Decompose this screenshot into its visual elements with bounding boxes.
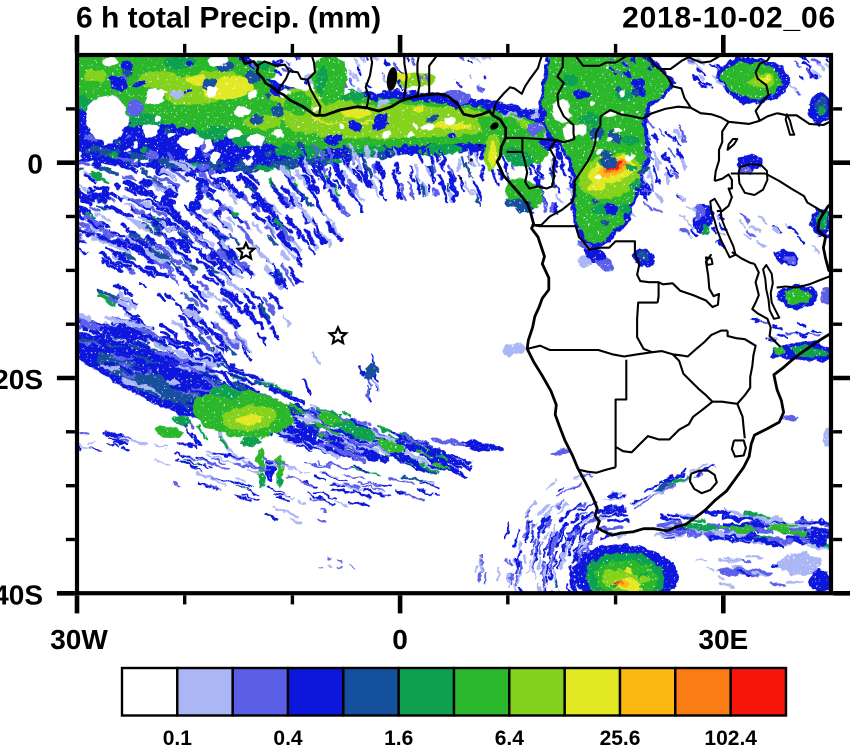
- svg-text:30W: 30W: [50, 624, 108, 655]
- svg-text:102.4: 102.4: [704, 727, 757, 750]
- svg-text:20S: 20S: [0, 364, 43, 395]
- svg-text:0: 0: [392, 624, 408, 655]
- svg-text:30E: 30E: [698, 624, 748, 655]
- svg-text:40S: 40S: [0, 579, 43, 610]
- svg-text:6 h total Precip. (mm): 6 h total Precip. (mm): [76, 2, 381, 35]
- svg-text:6.4: 6.4: [495, 727, 525, 750]
- svg-text:0.1: 0.1: [163, 727, 193, 750]
- svg-text:1.6: 1.6: [384, 727, 413, 750]
- svg-text:0.4: 0.4: [273, 727, 303, 750]
- svg-text:25.6: 25.6: [600, 727, 641, 750]
- svg-text:2018-10-02_06: 2018-10-02_06: [622, 2, 836, 35]
- svg-text:0: 0: [27, 149, 43, 180]
